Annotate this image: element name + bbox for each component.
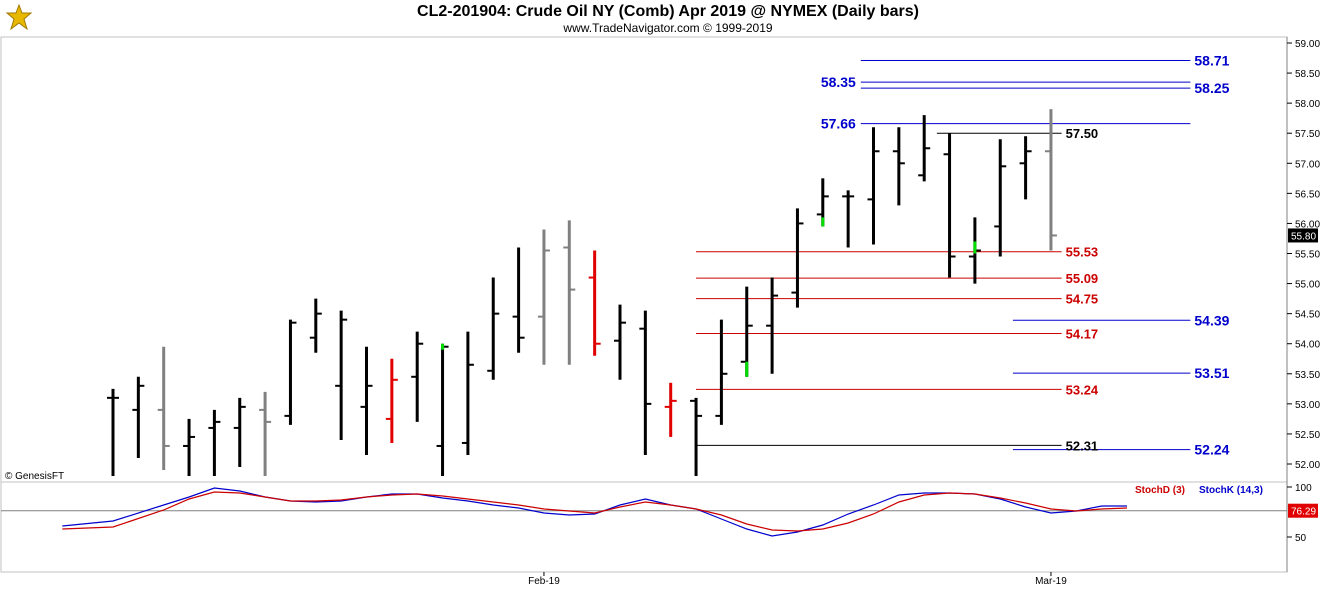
price-bar[interactable] <box>994 139 1007 257</box>
price-bar[interactable] <box>436 343 449 477</box>
price-bar[interactable] <box>309 298 322 353</box>
price-tick-label: 58.00 <box>1295 99 1320 110</box>
price-tick-label: 54.00 <box>1295 340 1320 351</box>
price-axis: 52.00 52.50 53.00 53.50 54.00 54.50 55.00 55.50… <box>1287 39 1320 471</box>
price-bar[interactable] <box>918 115 931 182</box>
time-axis: Feb-19 Mar-19 <box>528 572 1067 587</box>
stoch-tick-label: 100 <box>1295 483 1312 494</box>
stochastic-panel: StochD (3) StochK (14,3) <box>1 485 1287 537</box>
price-bar[interactable] <box>284 319 297 425</box>
time-tick-label: Mar-19 <box>1035 576 1067 587</box>
price-bar[interactable] <box>487 277 500 380</box>
price-bar[interactable] <box>157 346 170 471</box>
price-bar[interactable] <box>259 391 272 477</box>
price-bar[interactable] <box>766 277 779 374</box>
price-tick-label: 53.00 <box>1295 400 1320 411</box>
support-label: 55.53 <box>1066 245 1099 260</box>
price-bar[interactable] <box>208 409 221 477</box>
resistance-label: 57.66 <box>821 116 856 132</box>
support-label: 55.09 <box>1066 271 1099 286</box>
price-bar[interactable] <box>360 346 373 455</box>
stoch-series-line <box>62 491 1128 532</box>
reference-label: 52.31 <box>1066 438 1099 453</box>
price-tick-label: 55.50 <box>1295 250 1320 261</box>
resistance-label: 53.51 <box>1194 365 1229 381</box>
price-bar[interactable] <box>867 127 880 245</box>
resistance-label: 58.25 <box>1194 80 1229 96</box>
stoch-value-label: 76.29 <box>1291 507 1316 518</box>
price-bar[interactable] <box>385 358 398 443</box>
price-bar[interactable] <box>537 229 550 365</box>
genesis-logo-icon <box>4 3 34 33</box>
price-tick-label: 53.50 <box>1295 370 1320 381</box>
price-tick-label: 56.50 <box>1295 189 1320 200</box>
resistance-label: 54.39 <box>1194 312 1229 328</box>
legend-stochD: StochD (3) <box>1135 485 1185 496</box>
price-bars[interactable] <box>107 109 1057 477</box>
price-bar[interactable] <box>1044 109 1057 251</box>
reference-label: 57.50 <box>1066 126 1099 141</box>
price-bar[interactable] <box>233 397 246 468</box>
price-bar[interactable] <box>588 250 601 356</box>
last-price-label: 55.80 <box>1291 231 1316 242</box>
price-tick-label: 52.50 <box>1295 430 1320 441</box>
resistance-label: 58.71 <box>1194 52 1229 68</box>
price-bar[interactable] <box>842 190 855 248</box>
price-tick-label: 57.50 <box>1295 129 1320 140</box>
copyright-text: www.TradeNavigator.com © 1999-2019 <box>563 21 773 35</box>
stoch-tick-label: 50 <box>1295 533 1307 544</box>
price-bar[interactable] <box>107 388 119 477</box>
price-bar[interactable] <box>791 208 804 308</box>
price-bar[interactable] <box>411 331 424 422</box>
price-bar[interactable] <box>715 319 728 425</box>
price-tick-label: 56.00 <box>1295 219 1320 230</box>
chart-title: CL2-201904: Crude Oil NY (Comb) Apr 2019… <box>417 3 919 20</box>
price-bar[interactable] <box>614 304 626 380</box>
price-bar[interactable] <box>690 397 703 477</box>
price-bar[interactable] <box>639 310 652 455</box>
stoch-series-line <box>62 487 1127 537</box>
price-levels: 58.71 58.35 58.25 57.66 54.39 53.51 52.24 55.53… <box>696 52 1230 458</box>
stoch-axis: 50 100 76.29 <box>1287 483 1318 544</box>
price-tick-label: 52.00 <box>1295 460 1320 471</box>
time-tick-label: Feb-19 <box>528 576 560 587</box>
legend-stochK: StochK (14,3) <box>1199 485 1263 496</box>
price-tick-label: 58.50 <box>1295 69 1320 80</box>
price-bar[interactable] <box>892 127 905 206</box>
last-price-badge <box>1288 228 1318 243</box>
price-bar[interactable] <box>183 418 196 477</box>
price-tick-label: 57.00 <box>1295 159 1320 170</box>
price-bar[interactable] <box>1019 136 1032 200</box>
price-tick-label: 55.00 <box>1295 280 1320 291</box>
price-bar[interactable] <box>335 310 348 440</box>
support-label: 53.24 <box>1066 382 1099 397</box>
price-bar[interactable] <box>664 382 677 437</box>
price-tick-label: 59.00 <box>1295 39 1320 50</box>
price-tick-label: 54.50 <box>1295 310 1320 321</box>
resistance-label: 52.24 <box>1194 442 1229 458</box>
chart-header: CL2-201904: Crude Oil NY (Comb) Apr 2019… <box>0 0 1336 36</box>
stoch-value-badge <box>1288 503 1318 518</box>
price-bar[interactable] <box>461 331 474 455</box>
frame <box>0 36 1288 573</box>
support-label: 54.75 <box>1066 292 1099 307</box>
watermark-text: © GenesisFT <box>5 471 64 482</box>
price-bar[interactable] <box>943 133 956 278</box>
price-bar[interactable] <box>512 247 525 353</box>
resistance-label: 58.35 <box>821 74 856 90</box>
price-bar[interactable] <box>563 220 576 365</box>
price-bar[interactable] <box>132 376 145 458</box>
support-label: 54.17 <box>1066 326 1099 341</box>
